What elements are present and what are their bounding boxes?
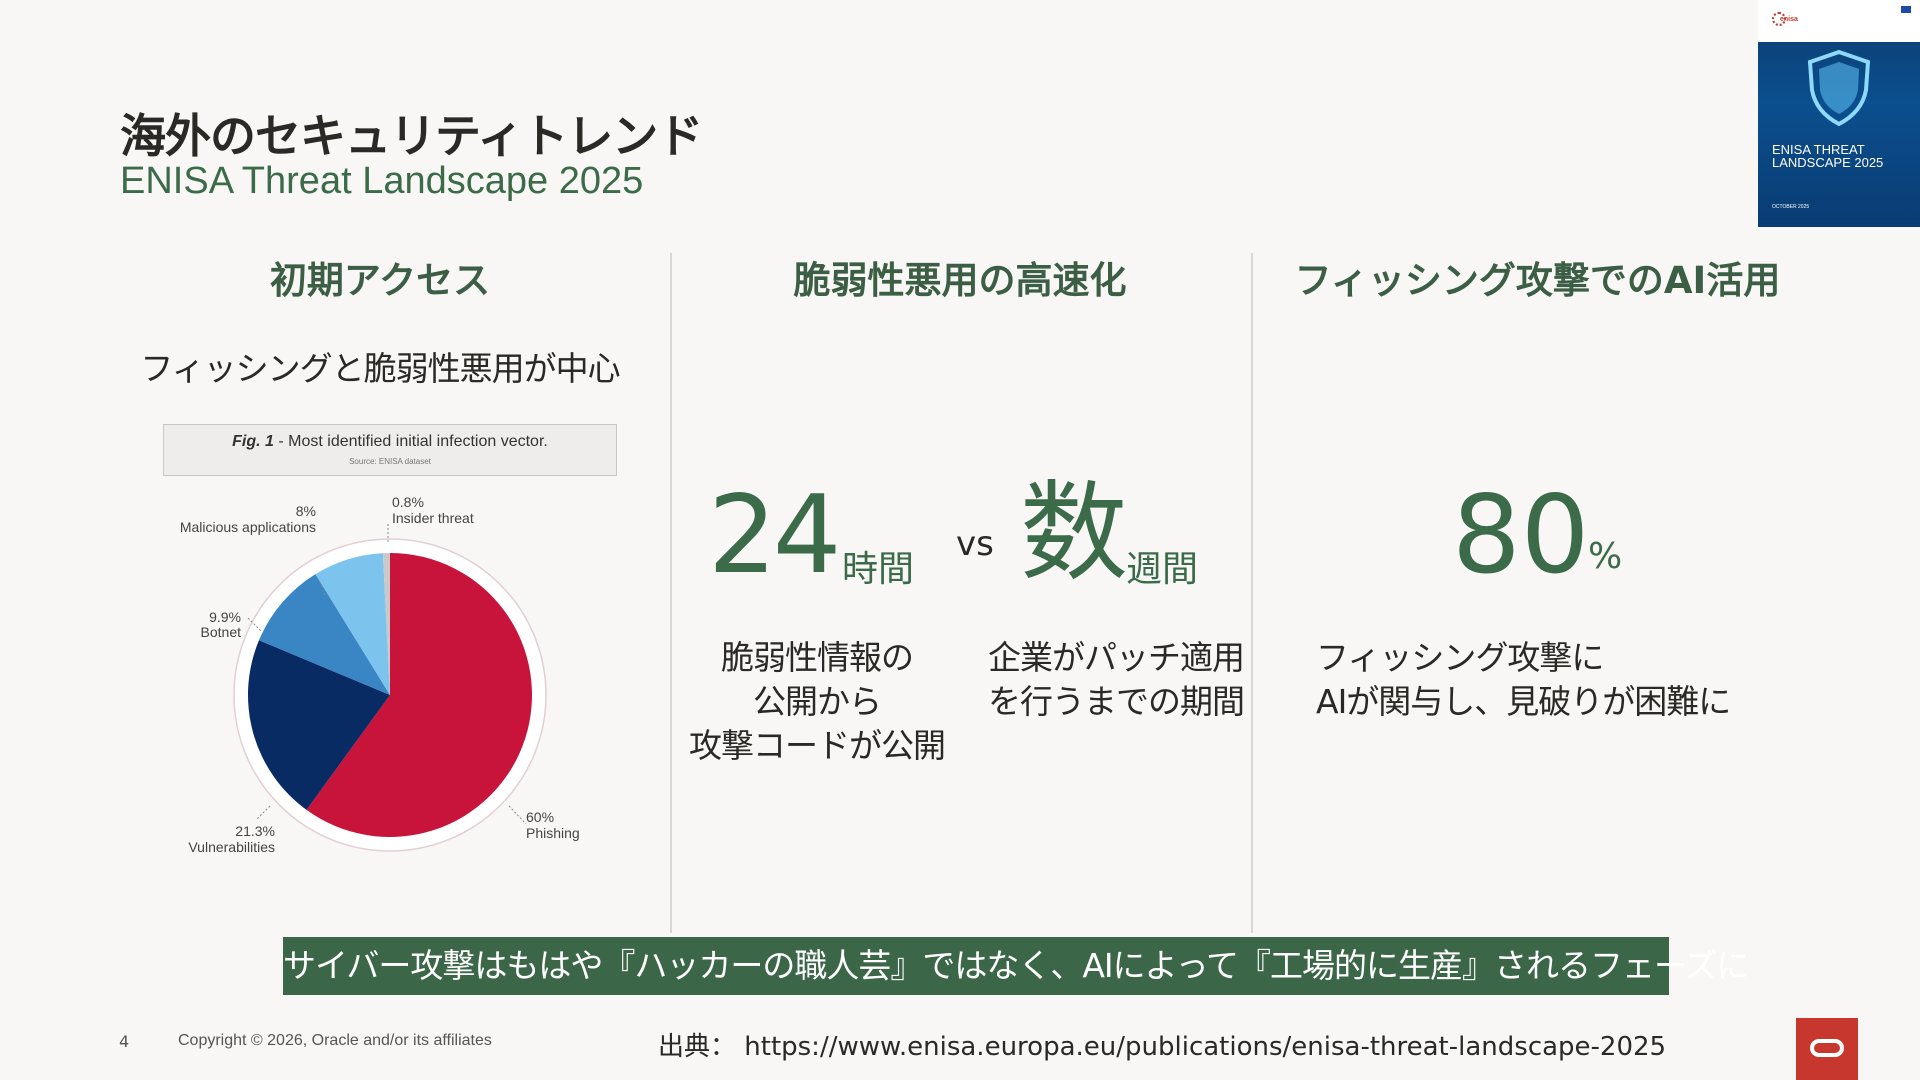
stat-80-unit: % bbox=[1588, 536, 1623, 577]
enisa-logo-icon bbox=[1772, 12, 1786, 26]
column-heading-initial-access: 初期アクセス bbox=[269, 259, 491, 302]
shield-icon bbox=[1807, 49, 1871, 127]
pie-value-label: 60% bbox=[526, 809, 554, 825]
leader-line bbox=[508, 805, 527, 825]
stat-24-unit: 時間 bbox=[842, 549, 915, 590]
pie-value-label: 0.8% bbox=[392, 494, 424, 510]
description-line: 企業がパッチ適用 bbox=[988, 638, 1245, 677]
source-citation: 出典： https://www.enisa.europa.eu/publicat… bbox=[658, 1032, 1667, 1062]
stat-weeks-value: 数 bbox=[1020, 471, 1129, 596]
cover-date: OCTOBER 2025 bbox=[1772, 204, 1810, 210]
column-heading-ai-phishing: フィッシング攻撃でのAI活用 bbox=[1294, 259, 1781, 302]
pie-category-label: Malicious applications bbox=[180, 519, 316, 535]
description-line: 脆弱性情報の bbox=[721, 638, 914, 677]
pie-category-label: Botnet bbox=[201, 624, 242, 640]
stat-24-description: 脆弱性情報の 公開から 攻撃コードが公開 bbox=[672, 636, 962, 768]
stat-24-value: 24 bbox=[708, 473, 841, 598]
pie-chart: 60% Phishing 21.3% Vulnerabilities 9.9% … bbox=[180, 494, 580, 855]
column-subheading: フィッシングと脆弱性悪用が中心 bbox=[140, 349, 620, 388]
column-heading-exploit-speed: 脆弱性悪用の高速化 bbox=[793, 259, 1127, 302]
description-line: を行うまでの期間 bbox=[988, 682, 1245, 721]
figure-caption-box: Fig. 1 - Most identified initial infecti… bbox=[163, 424, 617, 476]
column-divider bbox=[1251, 253, 1253, 933]
vs-label: vs bbox=[956, 524, 994, 564]
cover-logo-text: enisa bbox=[1780, 16, 1798, 23]
pie-value-label: 9.9% bbox=[209, 609, 241, 625]
pie-value-label: 8% bbox=[296, 503, 316, 519]
figure-caption: Fig. 1 - Most identified initial infecti… bbox=[164, 433, 616, 451]
column-divider bbox=[670, 253, 672, 933]
oracle-logo-icon bbox=[1796, 1018, 1858, 1080]
figure-number: Fig. 1 bbox=[232, 433, 274, 450]
stat-weeks-unit: 週間 bbox=[1126, 549, 1199, 590]
pie-category-label: Phishing bbox=[526, 825, 580, 841]
description-line: AIが関与し、見破りが困難に bbox=[1316, 682, 1731, 721]
report-cover-thumbnail: enisa ENISA THREAT LANDSCAPE 2025 OCTOBE… bbox=[1758, 0, 1920, 227]
slide-title: 海外のセキュリティトレンド bbox=[120, 109, 703, 163]
leader-line bbox=[319, 581, 327, 599]
pie-slice-malicious-applications bbox=[315, 553, 390, 695]
description-line: 攻撃コードが公開 bbox=[689, 726, 946, 765]
stat-80-value: 80 bbox=[1452, 473, 1590, 598]
pie-category-label: Insider threat bbox=[392, 510, 474, 526]
copyright-text: Copyright © 2026, Oracle and/or its affi… bbox=[178, 1032, 492, 1049]
oracle-logo-ring bbox=[1810, 1039, 1844, 1057]
pie-slice-botnet bbox=[258, 574, 390, 695]
figure-caption-text: - Most identified initial infection vect… bbox=[273, 433, 548, 450]
figure-source: Source: ENISA dataset bbox=[349, 457, 431, 466]
cover-title-line1: ENISA THREAT bbox=[1772, 142, 1865, 157]
stat-80-description: フィッシング攻撃に AIが関与し、見破りが困難に bbox=[1316, 636, 1731, 724]
leader-line bbox=[255, 805, 271, 821]
description-line: 公開から bbox=[753, 682, 882, 721]
pie-slice-phishing bbox=[306, 553, 533, 837]
stat-weeks-description: 企業がパッチ適用 を行うまでの期間 bbox=[976, 636, 1256, 724]
pie-slice-vulnerabilities bbox=[248, 640, 390, 810]
cover-title-line2: LANDSCAPE 2025 bbox=[1772, 155, 1884, 170]
description-line: フィッシング攻撃に bbox=[1316, 638, 1604, 677]
key-message-banner: サイバー攻撃はもはや『ハッカーの職人芸』ではなく、AIによって『工場的に生産』さ… bbox=[283, 937, 1749, 995]
leader-line bbox=[247, 617, 263, 633]
pie-category-label: Vulnerabilities bbox=[188, 839, 275, 855]
cover-title: ENISA THREAT LANDSCAPE 2025 bbox=[1772, 143, 1883, 169]
page-number: 4 bbox=[119, 1032, 130, 1051]
pie-value-label: 21.3% bbox=[235, 823, 275, 839]
pie-slice-insider-threat bbox=[382, 553, 390, 695]
slide-subtitle: ENISA Threat Landscape 2025 bbox=[120, 160, 644, 202]
eu-flag-icon bbox=[1901, 6, 1911, 13]
